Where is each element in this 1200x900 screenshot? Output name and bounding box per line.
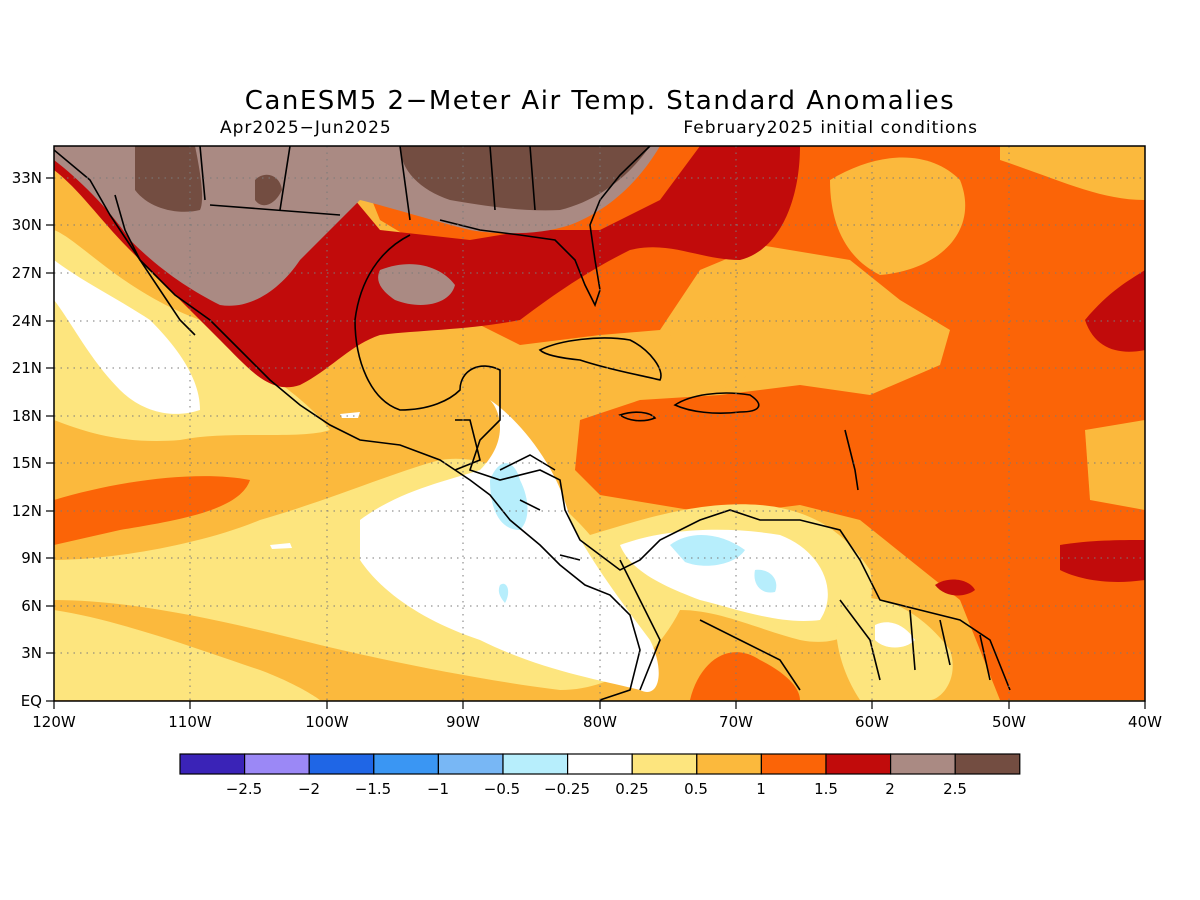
legend-swatch [179,753,246,775]
legend-label: 2 [885,780,895,798]
legend-swatch [437,753,504,775]
tick-marks [46,177,1146,709]
lon-tick-label: 40W [1128,713,1162,731]
anomaly-spot-neutral-2 [340,412,360,418]
longitude-labels: 120W 110W 100W 90W 80W 70W 60W 50W 40W [32,713,1162,731]
legend-swatch [631,753,698,775]
anomaly-patch-northeast [1000,146,1145,200]
lon-tick-label: 90W [446,713,480,731]
cuba-outline [538,337,662,381]
lon-tick-label: 120W [32,713,76,731]
anomaly-region-1-1.5-south [690,652,800,700]
legend-swatch [566,753,633,775]
hispaniola-outline [673,392,760,414]
lat-tick-label: 3N [21,644,42,662]
gulf-caribbean-coastline [354,234,1011,691]
legend-swatch [889,753,956,775]
anomaly-patch-caribbean [670,316,760,392]
anomaly-region-neutral-central [360,400,659,692]
anomaly-region-cool-pacific [498,583,509,603]
coastlines [54,146,1011,701]
lat-tick-label: 21N [12,359,42,377]
period-label: Apr2025−Jun2025 [220,118,392,138]
anomaly-region-cool-venezuela-2 [754,569,777,593]
anomaly-region-1.5-2-guiana [935,579,975,596]
lat-tick-label: 27N [12,264,42,282]
pacific-coastline [54,149,641,701]
color-legend [179,753,1021,775]
lon-tick-label: 60W [855,713,889,731]
anomaly-region-above-2.5-west [135,146,203,212]
legend-swatch [308,753,375,775]
anomaly-region-0.25-0.5-guiana [836,597,953,700]
anomaly-region-2-2.5-gulf [378,264,455,305]
legend-label: 0.25 [615,780,648,798]
anomaly-region-1.5-2-east-2 [1060,540,1145,582]
lat-tick-label: 9N [21,549,42,567]
legend-swatch [502,753,569,775]
legend-swatch [825,753,892,775]
legend-swatch [373,753,439,775]
lat-tick-label: 18N [12,407,42,425]
anomaly-region-neutral-west [54,260,200,414]
us-state-borders [199,146,536,221]
legend-swatch [760,753,827,775]
baja-california-coast [114,194,196,336]
anomaly-region-0.25-0.5-southwest [54,610,320,700]
legend-label: 1 [756,780,766,798]
legend-label: −1 [427,780,449,798]
lon-tick-label: 70W [719,713,753,731]
legend-swatch [244,753,310,775]
anomaly-patch-east [1085,420,1145,510]
legend-swatch [954,753,1021,775]
map-title: CanESM5 2−Meter Air Temp. Standard Anoma… [244,86,956,116]
initial-conditions-label: February2025 initial conditions [683,118,978,138]
florida-coastline [439,146,651,308]
legend-label: −2 [298,780,320,798]
lat-tick-label: EQ [21,692,42,710]
legend-labels: −2.5 −2 −1.5 −1 −0.5 −0.25 0.25 0.5 1 1.… [226,780,967,798]
lat-tick-label: 33N [12,169,42,187]
lat-tick-label: 15N [12,454,42,472]
lesser-antilles [844,429,859,491]
anomaly-spot-neutral [270,543,292,549]
lon-tick-label: 50W [992,713,1026,731]
legend-label: 1.5 [814,780,838,798]
legend-label: −2.5 [226,780,262,798]
anomaly-region-1.5-2-east [1085,270,1145,352]
lon-tick-label: 100W [305,713,349,731]
lat-tick-label: 24N [12,312,42,330]
anomaly-region-above-2.5-east [400,146,650,211]
legend-label: −0.25 [544,780,590,798]
anomaly-region-neutral-venezuela [620,529,828,621]
anomaly-region-above-2.5-spot [255,174,282,206]
legend-label: 0.5 [684,780,708,798]
legend-swatch [696,753,762,775]
legend-label: −0.5 [484,780,520,798]
legend-label: 2.5 [943,780,967,798]
lon-tick-label: 110W [168,713,212,731]
lat-tick-label: 6N [21,597,42,615]
central-south-america-borders [454,419,991,691]
anomaly-spot-neutral-3 [875,622,915,648]
anomaly-patch-atlantic [830,157,966,275]
lon-tick-label: 80W [583,713,617,731]
grid-lines [54,146,1145,701]
lat-tick-label: 30N [12,216,42,234]
anomaly-field [54,146,1145,701]
anomaly-region-cool-venezuela [670,534,745,566]
lat-tick-label: 12N [12,502,42,520]
jamaica-outline [618,411,657,422]
latitude-labels: EQ 3N 6N 9N 12N 15N 18N 21N 24N 27N 30N … [12,169,42,710]
legend-label: −1.5 [355,780,391,798]
